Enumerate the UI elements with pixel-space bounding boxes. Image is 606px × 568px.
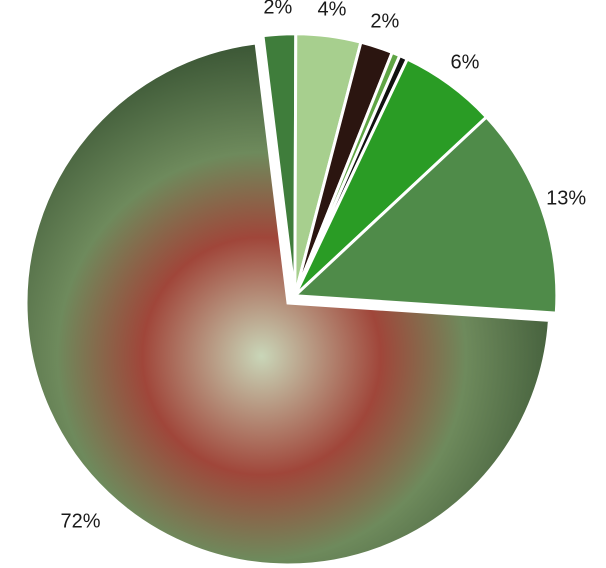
slice-label: 2% [370,10,399,32]
slice-label: 2% [263,0,292,19]
slice-label: 72% [60,511,100,533]
pie-slice [24,41,552,567]
slice-label: 4% [318,0,347,20]
slice-label: 6% [451,52,480,74]
pie-slice [291,114,559,315]
slice-label: 13% [546,187,586,209]
